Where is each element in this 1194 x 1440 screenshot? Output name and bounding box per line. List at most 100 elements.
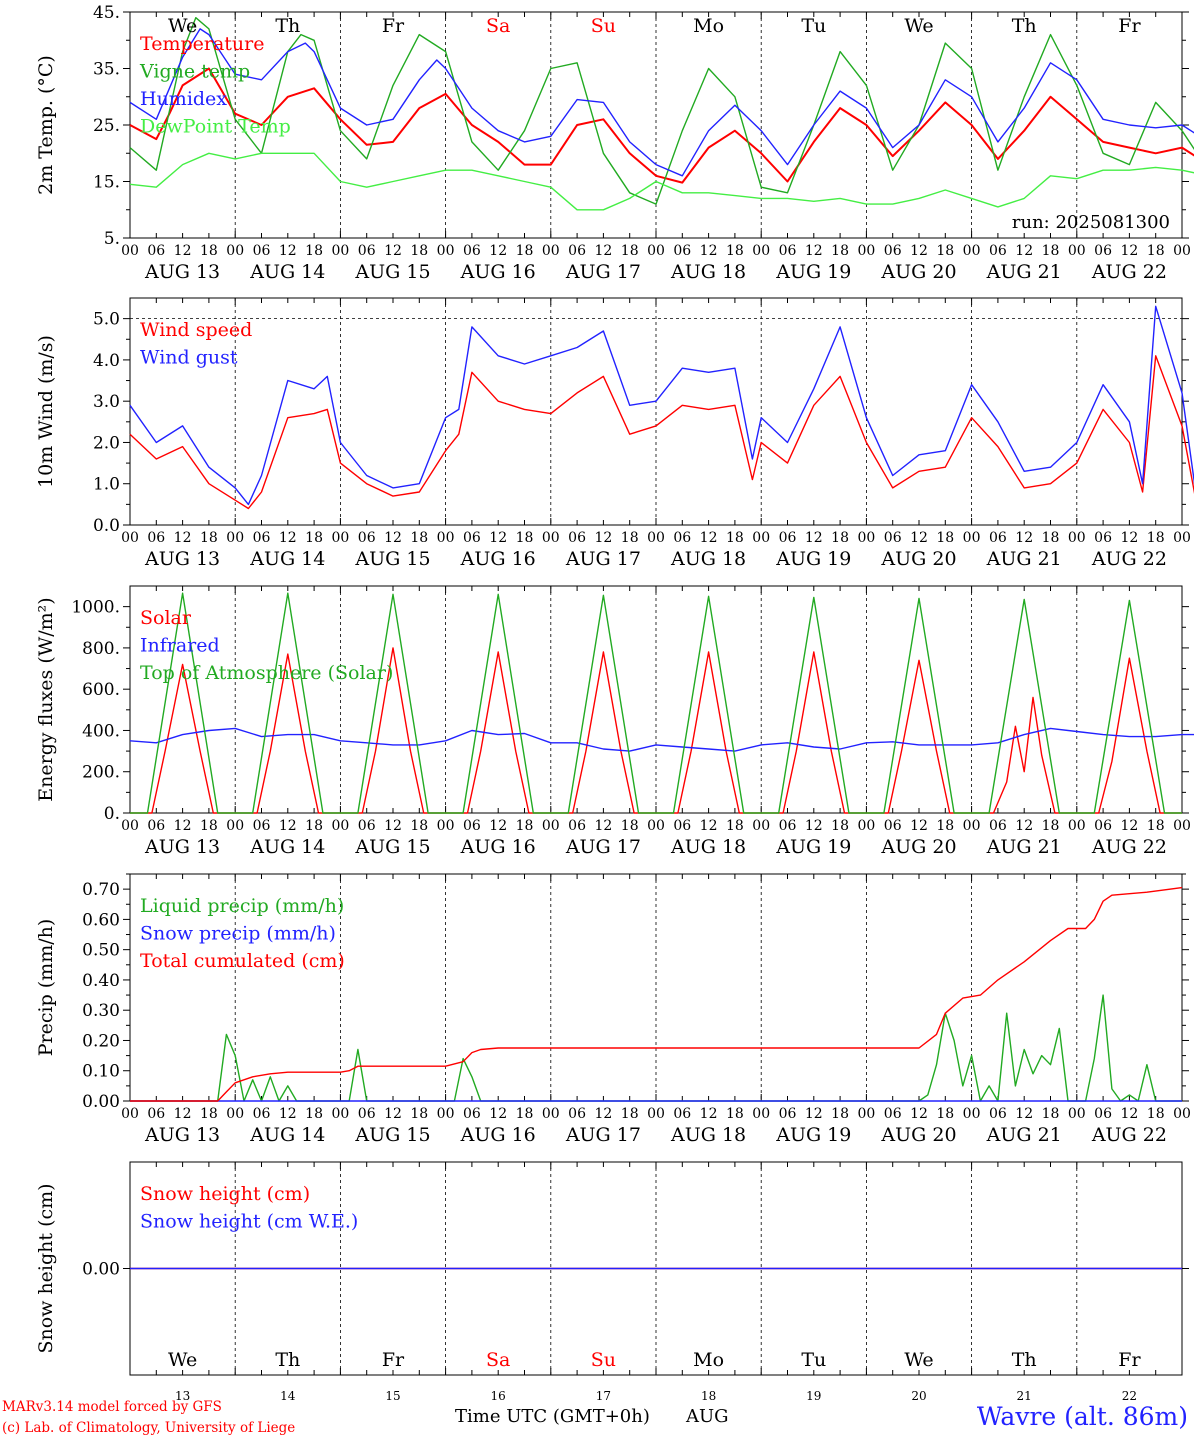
legend-entry: Solar bbox=[140, 607, 192, 629]
weekday-label: Fr bbox=[382, 15, 405, 37]
day-tick-label: AUG 17 bbox=[565, 261, 641, 283]
day-tick-label: AUG 15 bbox=[354, 836, 430, 858]
legend-entry: Snow height (cm W.E.) bbox=[140, 1211, 358, 1233]
hour-tick-label: 06 bbox=[779, 530, 797, 546]
y-tick-label: 5.0 bbox=[93, 310, 120, 330]
hour-tick-label: 12 bbox=[174, 1106, 192, 1122]
hour-tick-label: 18 bbox=[936, 1106, 954, 1122]
hour-tick-label: 00 bbox=[752, 818, 770, 834]
y-tick-label: 400. bbox=[82, 721, 120, 741]
hour-tick-label: 06 bbox=[989, 818, 1007, 834]
hour-tick-label: 12 bbox=[1120, 818, 1138, 834]
day-tick-label: AUG 20 bbox=[880, 836, 956, 858]
y-tick-label: 0.50 bbox=[82, 941, 120, 961]
weekday-label: Th bbox=[1012, 1349, 1037, 1371]
series-line bbox=[129, 305, 1194, 506]
day-number-label: 13 bbox=[175, 1389, 190, 1403]
y-tick-label: 0.20 bbox=[82, 1031, 120, 1051]
day-tick-label: AUG 18 bbox=[670, 836, 746, 858]
day-tick-label: AUG 21 bbox=[986, 261, 1062, 283]
run-label: run: 2025081300 bbox=[1012, 212, 1170, 233]
day-tick-label: AUG 17 bbox=[565, 836, 641, 858]
hour-tick-label: 12 bbox=[174, 818, 192, 834]
hour-tick-label: 18 bbox=[936, 530, 954, 546]
hour-tick-label: 00 bbox=[331, 243, 349, 259]
weekday-label: Su bbox=[591, 15, 616, 37]
hour-tick-label: 00 bbox=[331, 530, 349, 546]
y-tick-label: 45. bbox=[93, 3, 120, 23]
day-tick-label: AUG 20 bbox=[880, 261, 956, 283]
day-tick-label: AUG 19 bbox=[775, 548, 851, 570]
hour-tick-label: 06 bbox=[358, 243, 376, 259]
hour-tick-label: 06 bbox=[673, 243, 691, 259]
hour-tick-label: 00 bbox=[226, 243, 244, 259]
hour-tick-label: 12 bbox=[910, 818, 928, 834]
weekday-label: Tu bbox=[801, 15, 826, 37]
hour-tick-label: 18 bbox=[410, 243, 428, 259]
y-tick-label: 4.0 bbox=[93, 351, 120, 371]
hour-tick-label: 06 bbox=[568, 818, 586, 834]
hour-tick-label: 18 bbox=[200, 243, 218, 259]
hour-tick-label: 00 bbox=[963, 243, 981, 259]
hour-tick-label: 00 bbox=[1068, 530, 1086, 546]
hour-tick-label: 06 bbox=[147, 530, 165, 546]
weekday-label: Th bbox=[275, 1349, 300, 1371]
hour-tick-label: 06 bbox=[884, 530, 902, 546]
series-line bbox=[130, 886, 1183, 1102]
hour-tick-label: 12 bbox=[489, 530, 507, 546]
day-tick-label: AUG 17 bbox=[565, 1124, 641, 1146]
hour-tick-label: 12 bbox=[700, 1106, 718, 1122]
hour-tick-label: 12 bbox=[805, 243, 823, 259]
hour-tick-label: 00 bbox=[437, 1106, 455, 1122]
hour-tick-label: 18 bbox=[305, 243, 323, 259]
hour-tick-label: 12 bbox=[910, 243, 928, 259]
hour-tick-label: 00 bbox=[647, 530, 665, 546]
day-tick-label: AUG 19 bbox=[775, 1124, 851, 1146]
hour-tick-label: 06 bbox=[358, 1106, 376, 1122]
weekday-label: Su bbox=[591, 1349, 616, 1371]
hour-tick-label: 18 bbox=[1147, 818, 1165, 834]
hour-tick-label: 00 bbox=[857, 243, 875, 259]
y-tick-label: 15. bbox=[93, 173, 120, 193]
hour-tick-label: 18 bbox=[726, 1106, 744, 1122]
hour-tick-label: 00 bbox=[331, 1106, 349, 1122]
hour-tick-label: 00 bbox=[1068, 818, 1086, 834]
day-tick-label: AUG 13 bbox=[144, 836, 220, 858]
hour-tick-label: 00 bbox=[226, 818, 244, 834]
hour-tick-label: 18 bbox=[831, 1106, 849, 1122]
y-tick-label: 1000. bbox=[71, 598, 120, 618]
weekday-label: We bbox=[904, 1349, 933, 1371]
series-line bbox=[130, 994, 1182, 1102]
legend-entry: Top of Atmosphere (Solar) bbox=[140, 662, 393, 684]
hour-tick-label: 18 bbox=[831, 243, 849, 259]
hour-tick-label: 06 bbox=[463, 243, 481, 259]
hour-tick-label: 00 bbox=[542, 243, 560, 259]
day-tick-label: AUG 21 bbox=[986, 548, 1062, 570]
hour-tick-label: 12 bbox=[174, 243, 192, 259]
hour-tick-label: 18 bbox=[200, 530, 218, 546]
hour-tick-label: 12 bbox=[805, 818, 823, 834]
weekday-label: We bbox=[168, 1349, 197, 1371]
hour-tick-label: 12 bbox=[174, 530, 192, 546]
weekday-label: Tu bbox=[801, 1349, 826, 1371]
hour-tick-label: 18 bbox=[1042, 243, 1060, 259]
hour-tick-label: 12 bbox=[910, 1106, 928, 1122]
hour-tick-label: 00 bbox=[437, 530, 455, 546]
day-tick-label: AUG 18 bbox=[670, 261, 746, 283]
y-tick-label: 0.10 bbox=[82, 1062, 120, 1082]
hour-tick-label: 12 bbox=[700, 818, 718, 834]
hour-tick-label: 12 bbox=[1015, 1106, 1033, 1122]
hour-tick-label: 00 bbox=[1173, 243, 1191, 259]
hour-tick-label: 00 bbox=[752, 1106, 770, 1122]
hour-tick-label: 06 bbox=[147, 243, 165, 259]
hour-tick-label: 18 bbox=[726, 243, 744, 259]
day-number-label: 15 bbox=[385, 1389, 400, 1403]
hour-tick-label: 06 bbox=[989, 1106, 1007, 1122]
model-credit: MARv3.14 model forced by GFS bbox=[2, 1399, 222, 1415]
hour-tick-label: 12 bbox=[1120, 1106, 1138, 1122]
hour-tick-label: 00 bbox=[226, 1106, 244, 1122]
hour-tick-label: 06 bbox=[779, 1106, 797, 1122]
hour-tick-label: 18 bbox=[516, 818, 534, 834]
hour-tick-label: 00 bbox=[963, 530, 981, 546]
station-name: Wavre (alt. 86m) bbox=[976, 1402, 1188, 1431]
